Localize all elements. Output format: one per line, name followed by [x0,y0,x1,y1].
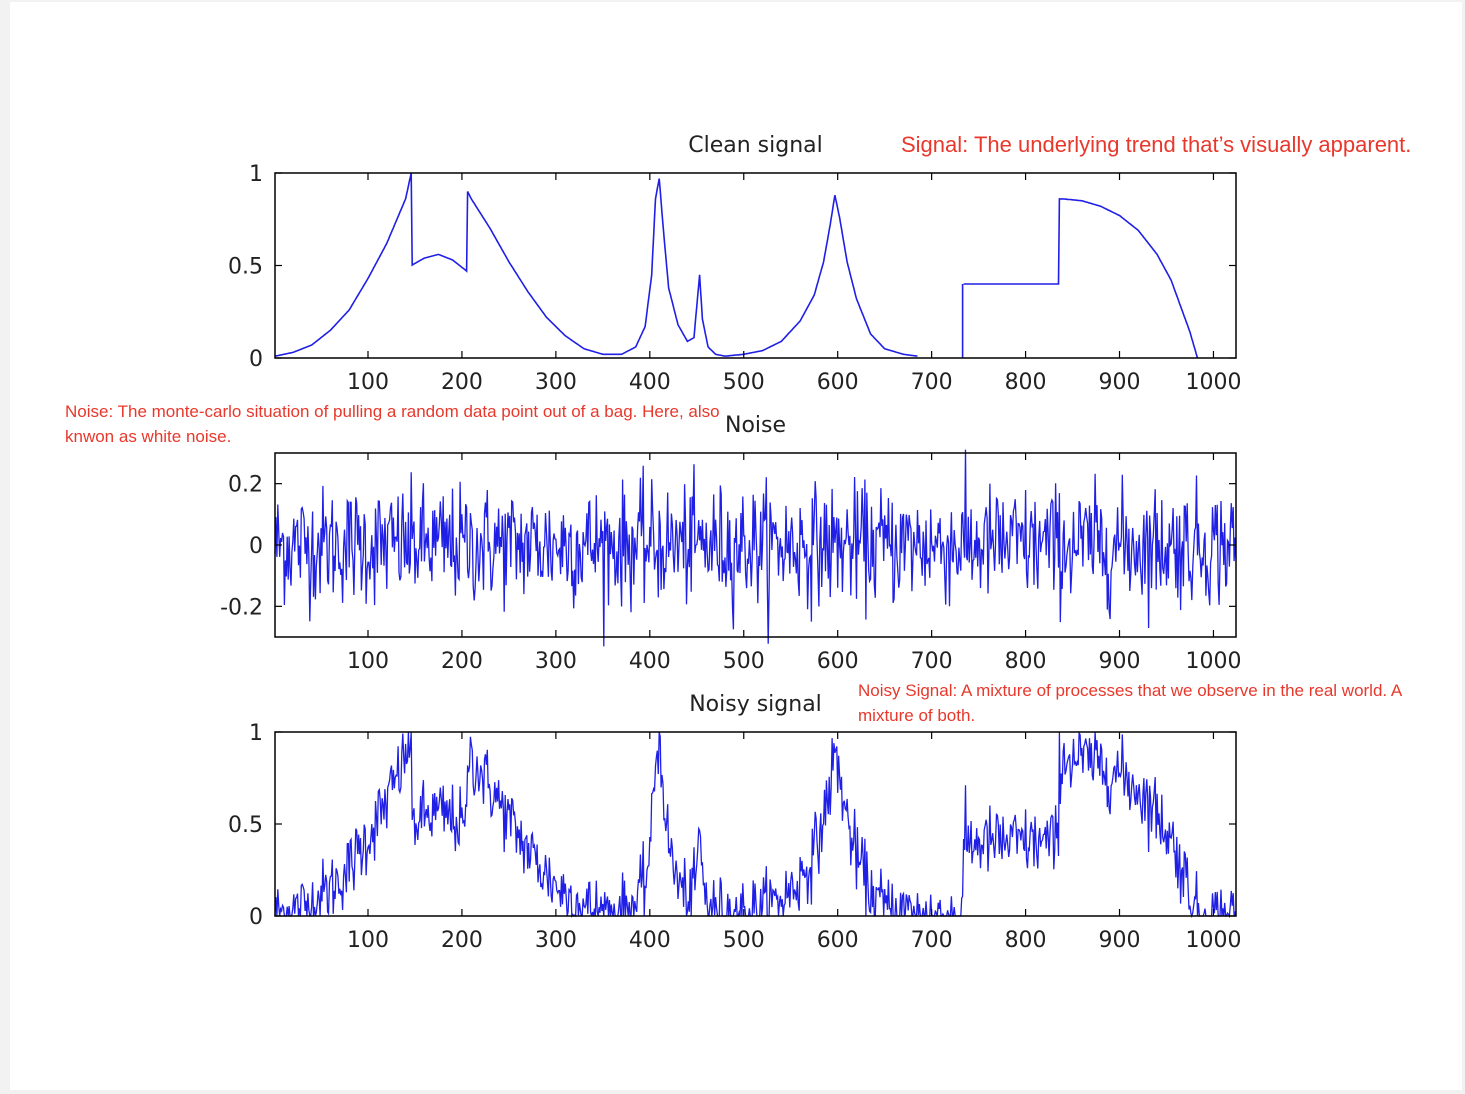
chart-panel-3: Noisy signal 100 200 300 400 500 600 700 800 900 1… [228,692,1241,953]
noisy-signal-annotation: Noisy Signal: A mixture of processes tha… [858,681,1402,725]
x-tick-label: 300 [535,928,577,953]
chart-title: Noise [725,413,786,438]
y-tick-label: 0 [249,534,263,559]
x-tick-label: 600 [817,928,859,953]
slide: Clean signal 100 200 300 400 500 600 700 800 900 1… [10,2,1462,1090]
chart-panel-1: Clean signal 100 200 300 400 500 600 700 800 900 1… [228,133,1241,395]
x-tick-label: 400 [629,928,671,953]
axes-frame [274,172,1237,359]
y-tick-label: 1 [249,721,263,746]
chart-title: Clean signal [688,133,823,158]
x-tick-label: 700 [911,928,953,953]
x-tick-label: 300 [535,649,577,674]
x-tick-label: 700 [911,370,953,395]
y-tick-label: 0.5 [228,255,263,280]
x-tick-label: 500 [723,928,765,953]
x-tick-label: 200 [441,370,483,395]
x-tick-label: 800 [1005,928,1047,953]
signal-annotation: Signal: The underlying trend that’s visu… [901,132,1412,157]
chart-panel-2: Noise 100 200 300 400 500 600 700 800 900 1000 -0.2… [220,413,1241,674]
x-tick-label: 200 [441,928,483,953]
y-tick-label: 0.5 [228,813,263,838]
y-tick-label: 0 [249,347,263,372]
x-tick-label: 700 [911,649,953,674]
y-tick-label: 0 [249,905,263,930]
x-tick-label: 100 [347,370,389,395]
x-tick-label: 1000 [1185,370,1241,395]
x-tick-label: 900 [1099,649,1141,674]
noise-annotation: Noise: The monte-carlo situation of pull… [65,402,720,446]
x-tick-label: 600 [817,649,859,674]
y-tick-label: 0.2 [228,473,263,498]
x-tick-label: 800 [1005,370,1047,395]
y-tick-label: -0.2 [220,595,263,620]
x-tick-label: 600 [817,370,859,395]
x-tick-label: 200 [441,649,483,674]
x-tick-label: 400 [629,370,671,395]
x-tick-label: 300 [535,370,577,395]
series-line [274,172,1199,359]
x-tick-label: 800 [1005,649,1047,674]
x-tick-label: 900 [1099,370,1141,395]
x-tick-label: 400 [629,649,671,674]
series-line [274,449,1237,647]
x-tick-label: 1000 [1185,649,1241,674]
x-tick-label: 500 [723,649,765,674]
x-tick-label: 900 [1099,928,1141,953]
series-line [274,730,1237,919]
x-tick-label: 500 [723,370,765,395]
x-tick-label: 100 [347,649,389,674]
y-tick-label: 1 [249,162,263,187]
x-tick-label: 100 [347,928,389,953]
chart-title: Noisy signal [689,692,822,717]
x-tick-label: 1000 [1185,928,1241,953]
